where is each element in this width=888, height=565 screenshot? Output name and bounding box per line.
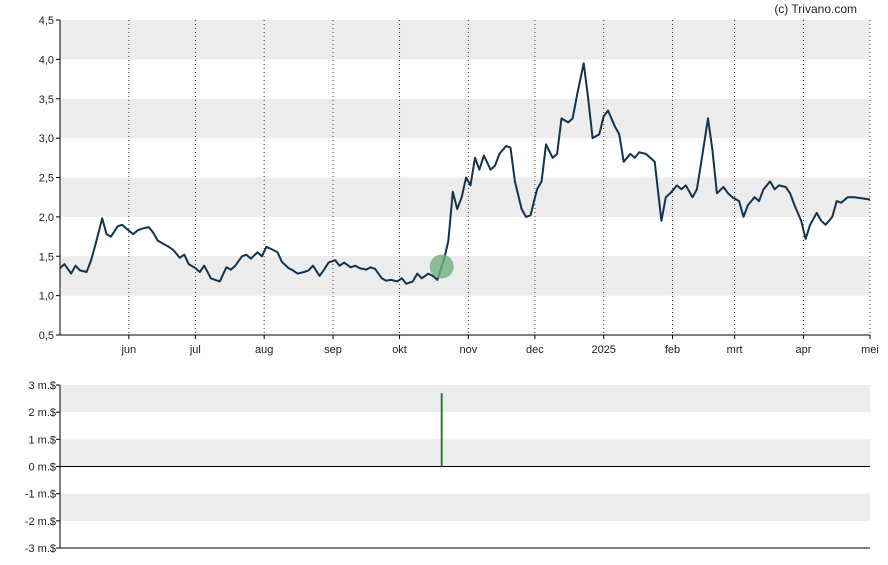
y-tick-label: 1 m.$ [28, 434, 56, 446]
y-tick-label: 3,5 [39, 94, 54, 106]
y-tick-label: -2 m.$ [25, 516, 56, 528]
x-tick-label: nov [459, 344, 477, 356]
x-tick-label: 2025 [591, 344, 615, 356]
x-tick-label: sep [324, 344, 342, 356]
x-tick-label: jul [189, 344, 201, 356]
x-tick-label: apr [795, 344, 811, 356]
grid-band [60, 439, 870, 467]
grid-band [60, 493, 870, 521]
event-marker[interactable] [429, 254, 454, 279]
volume-panel: 3 m.$ 2 m.$ 1 m.$ 0 m.$ -1 m.$ -2 m.$ -3 m.$ [25, 380, 870, 555]
grid-band [60, 385, 870, 413]
y-tick-label: 0 m.$ [28, 462, 56, 474]
grid-band [60, 98, 870, 139]
x-tick-label: feb [665, 344, 680, 356]
y-tick-label: -3 m.$ [25, 543, 56, 555]
y-tick-label: 1,0 [39, 291, 54, 303]
grid-band [60, 256, 870, 296]
y-tick-label: 2,0 [39, 212, 54, 224]
x-tick-label: mei [861, 344, 879, 356]
y-tick-label: 2 m.$ [28, 407, 56, 419]
y-tick-label: 1,5 [39, 251, 54, 263]
price-panel: jun jul aug sep okt nov dec 2025 feb mrt apr mei 0,5… [39, 15, 879, 356]
x-tick-label: dec [526, 344, 544, 356]
price-line [59, 62, 871, 285]
y-tick-label: 3 m.$ [28, 380, 56, 392]
y-tick-label: 3,0 [39, 133, 54, 145]
y-tick-label: 4,5 [39, 15, 54, 27]
y-tick-label: -1 m.$ [25, 489, 56, 501]
x-tick-label: mrt [727, 344, 743, 356]
credit-text: (c) Trivano.com [774, 2, 857, 16]
x-tick-label: jun [120, 344, 136, 356]
x-tick-label: okt [392, 344, 407, 356]
x-tick-label: aug [255, 344, 273, 356]
y-tick-label: 0,5 [39, 330, 54, 342]
y-tick-label: 4,0 [39, 54, 54, 66]
grid-band [60, 20, 870, 60]
y-tick-label: 2,5 [39, 173, 54, 185]
